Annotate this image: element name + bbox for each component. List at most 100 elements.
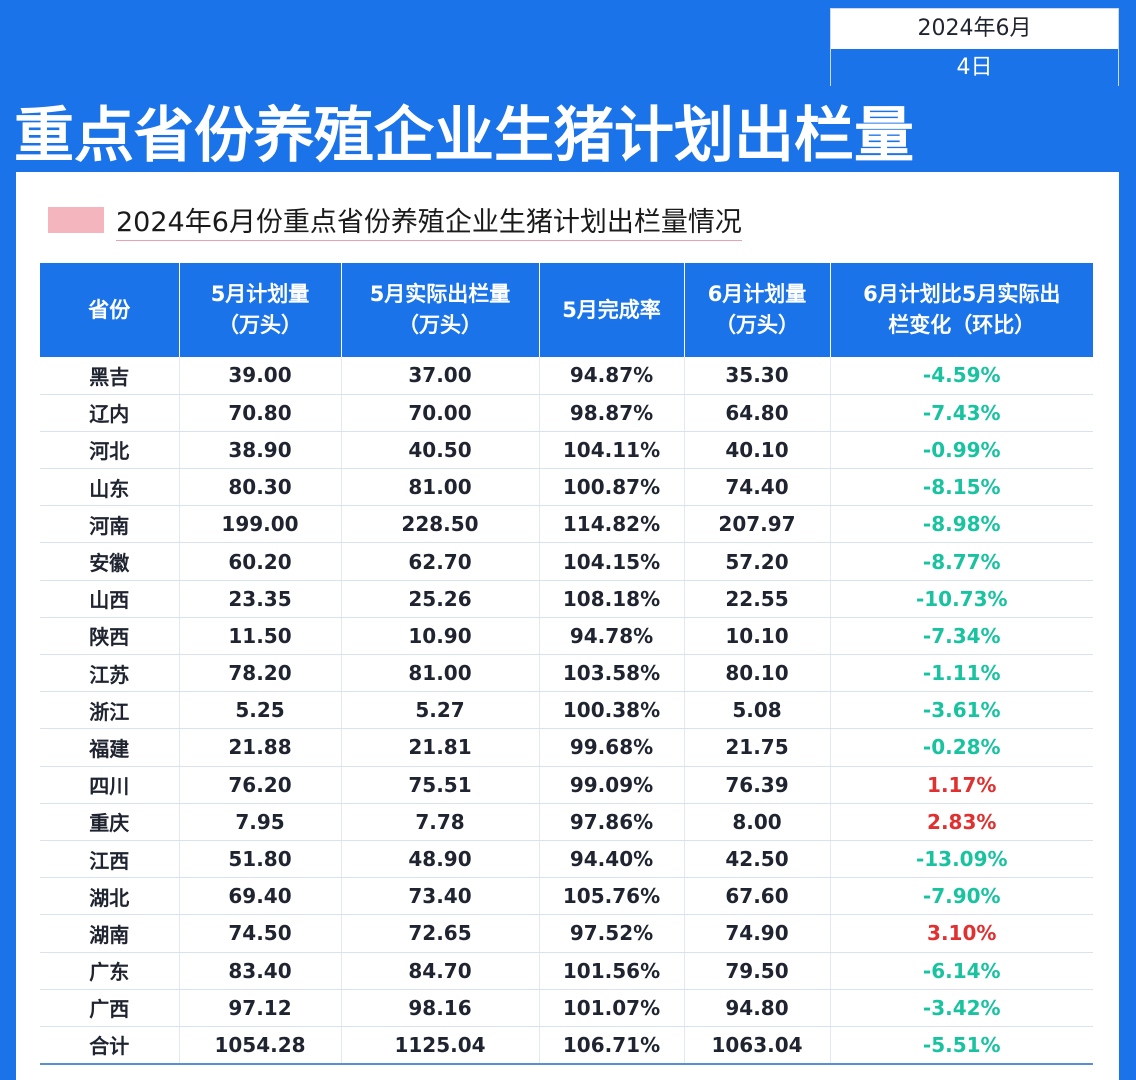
table-cell: 11.50 [178, 617, 341, 656]
table-cell: 72.65 [340, 914, 539, 953]
table-cell: 2.83% [829, 803, 1093, 841]
table-cell: -8.15% [829, 468, 1093, 507]
table-cell: 98.16 [340, 989, 539, 1027]
table-cell: 广东 [40, 952, 179, 990]
table-cell: 5.08 [683, 691, 830, 730]
table-row: 辽内 70.80 70.00 98.87% 64.80 -7.43% [40, 394, 1093, 432]
column-header-line1: 5月实际出栏量 [369, 282, 511, 306]
table-row: 四川 76.20 75.51 99.09% 76.39 1.17% [40, 766, 1093, 804]
table-cell: 江西 [40, 840, 179, 879]
table-cell: 104.15% [538, 542, 684, 581]
table-body: 黑吉 39.00 37.00 94.87% 35.30 -4.59% 辽内 70.80 70.0… [40, 357, 1093, 1065]
table-cell: 100.87% [538, 468, 684, 507]
table-cell: 山西 [40, 580, 179, 618]
table-row: 广东 83.40 84.70 101.56% 79.50 -6.14% [40, 952, 1093, 990]
table-cell: 合计 [40, 1026, 179, 1065]
column-header-line1: 5月完成率 [562, 297, 661, 322]
table-cell: 38.90 [178, 431, 341, 470]
redacted-logo [48, 207, 104, 233]
table-cell: 湖北 [40, 877, 179, 916]
table-cell: 106.71% [538, 1026, 684, 1065]
table-cell: -4.59% [829, 357, 1093, 395]
table-cell: 99.09% [538, 766, 684, 804]
table-cell: 76.20 [178, 766, 341, 804]
table-row: 河北 38.90 40.50 104.11% 40.10 -0.99% [40, 431, 1093, 470]
table-cell: 7.95 [178, 803, 341, 841]
table-cell: 22.55 [683, 580, 830, 618]
table-cell: 81.00 [340, 654, 539, 693]
table-cell: -8.77% [829, 542, 1093, 581]
table-cell: 湖南 [40, 914, 179, 953]
table-cell: -10.73% [829, 580, 1093, 618]
table-cell: 40.50 [340, 431, 539, 470]
table-cell: 103.58% [538, 654, 684, 693]
table-cell: -0.28% [829, 728, 1093, 767]
table-row: 安徽 60.20 62.70 104.15% 57.20 -8.77% [40, 542, 1093, 581]
table-cell: 73.40 [340, 877, 539, 916]
table-cell: 5.27 [340, 691, 539, 730]
table-row: 山西 23.35 25.26 108.18% 22.55 -10.73% [40, 580, 1093, 618]
column-header-line1: 5月计划量 [210, 282, 310, 306]
column-header-line1: 省份 [88, 297, 131, 322]
table-cell: 70.00 [340, 394, 539, 432]
table-subtitle: 2024年6月份重点省份养殖企业生猪计划出栏量情况 [116, 200, 742, 241]
table-cell: 97.52% [538, 914, 684, 953]
table-cell: 1.17% [829, 766, 1093, 804]
data-table: 省份 5月计划量 （万头） 5月实际出栏量 （万头） 5月完成率 6月计划量 （万头） 6月计划… [40, 263, 1093, 1065]
table-cell: 3.10% [829, 914, 1093, 953]
table-cell: 70.80 [178, 394, 341, 432]
table-cell: 101.56% [538, 952, 684, 990]
table-cell: 河北 [40, 431, 179, 470]
table-cell: 97.86% [538, 803, 684, 841]
table-cell: 94.40% [538, 840, 684, 879]
table-cell: 1125.04 [340, 1026, 539, 1065]
table-cell: 39.00 [178, 357, 341, 395]
table-cell: 108.18% [538, 580, 684, 618]
table-cell: 7.78 [340, 803, 539, 841]
date-month: 2024年6月 [831, 9, 1118, 48]
date-box: 2024年6月 4日 [830, 8, 1119, 86]
table-cell: -7.90% [829, 877, 1093, 916]
table-cell: 21.75 [683, 728, 830, 767]
table-cell: 84.70 [340, 952, 539, 990]
column-header: 省份 [40, 263, 179, 357]
table-cell: 21.81 [340, 728, 539, 767]
table-cell: 74.40 [683, 468, 830, 507]
table-cell: 76.39 [683, 766, 830, 804]
table-cell: 64.80 [683, 394, 830, 432]
table-cell: 江苏 [40, 654, 179, 693]
table-cell: 5.25 [178, 691, 341, 730]
table-row: 江西 51.80 48.90 94.40% 42.50 -13.09% [40, 840, 1093, 879]
table-cell: 83.40 [178, 952, 341, 990]
table-cell: 79.50 [683, 952, 830, 990]
table-cell: 67.60 [683, 877, 830, 916]
table-cell: 23.35 [178, 580, 341, 618]
table-cell: 75.51 [340, 766, 539, 804]
table-cell: 山东 [40, 468, 179, 507]
table-row: 合计 1054.28 1125.04 106.71% 1063.04 -5.51% [40, 1026, 1093, 1065]
table-cell: 陕西 [40, 617, 179, 656]
table-row: 湖北 69.40 73.40 105.76% 67.60 -7.90% [40, 877, 1093, 916]
table-cell: 37.00 [340, 357, 539, 395]
table-row: 黑吉 39.00 37.00 94.87% 35.30 -4.59% [40, 357, 1093, 395]
table-cell: 浙江 [40, 691, 179, 730]
table-cell: 辽内 [40, 394, 179, 432]
table-cell: 25.26 [340, 580, 539, 618]
subtitle-row: 2024年6月份重点省份养殖企业生猪计划出栏量情况 [48, 200, 948, 241]
table-cell: 重庆 [40, 803, 179, 841]
table-cell: 10.10 [683, 617, 830, 656]
table-row: 河南 199.00 228.50 114.82% 207.97 -8.98% [40, 505, 1093, 544]
content-card: 2024年6月份重点省份养殖企业生猪计划出栏量情况 省份 5月计划量 （万头） 5月实… [16, 172, 1119, 1080]
table-cell: 1063.04 [683, 1026, 830, 1065]
table-cell: -5.51% [829, 1026, 1093, 1065]
table-header-row: 省份 5月计划量 （万头） 5月实际出栏量 （万头） 5月完成率 6月计划量 （万头） 6月计划… [40, 263, 1093, 357]
table-cell: 60.20 [178, 542, 341, 581]
table-cell: 74.90 [683, 914, 830, 953]
table-cell: 199.00 [178, 505, 341, 544]
table-cell: -6.14% [829, 952, 1093, 990]
column-header-line2: （万头） [715, 313, 799, 337]
table-cell: 48.90 [340, 840, 539, 879]
table-cell: -3.61% [829, 691, 1093, 730]
column-header: 5月实际出栏量 （万头） [340, 263, 539, 357]
column-header: 5月计划量 （万头） [178, 263, 341, 357]
